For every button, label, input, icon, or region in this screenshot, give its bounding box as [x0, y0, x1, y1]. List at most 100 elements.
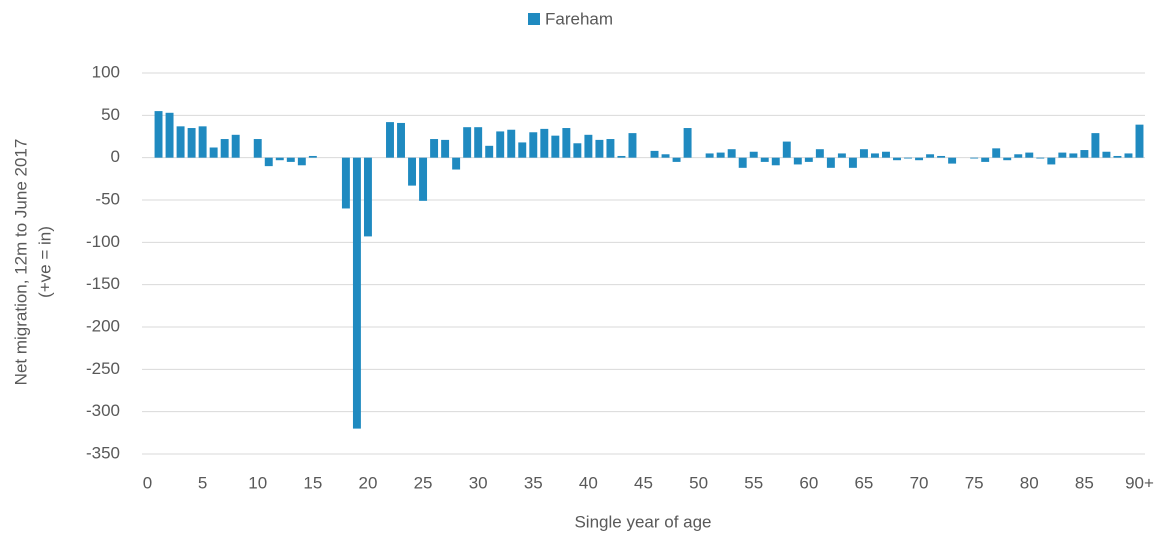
y-tick-label: -150	[86, 274, 120, 293]
x-tick-label: 65	[854, 473, 873, 492]
bar	[1003, 157, 1012, 161]
y-tick-label: -300	[86, 401, 120, 420]
bar	[584, 134, 593, 158]
bar	[727, 149, 736, 158]
bar	[738, 157, 747, 168]
y-tick-label: -200	[86, 316, 120, 335]
bar	[253, 139, 262, 158]
bar	[882, 151, 890, 158]
bar	[463, 127, 472, 158]
bar	[606, 139, 615, 158]
bar	[1080, 150, 1089, 158]
y-tick-label: 0	[111, 147, 120, 166]
bar	[893, 157, 901, 161]
bar	[815, 149, 824, 158]
bar	[352, 157, 361, 429]
bar	[1069, 153, 1078, 158]
bar	[518, 142, 527, 158]
bar	[650, 150, 659, 158]
bar	[1025, 152, 1034, 158]
bar	[176, 126, 185, 158]
bar	[220, 139, 229, 158]
x-tick-label: 75	[965, 473, 984, 492]
bar	[661, 154, 670, 158]
bar	[529, 132, 538, 158]
x-tick-label: 0	[143, 473, 152, 492]
y-axis-label: Net migration, 12m to June 2017	[11, 139, 30, 386]
bar	[286, 157, 295, 162]
bar	[1124, 153, 1133, 158]
bar	[1113, 155, 1122, 158]
bar	[1135, 124, 1144, 158]
bar	[441, 139, 450, 158]
bar	[1036, 157, 1045, 159]
bar	[551, 135, 560, 158]
bar	[771, 157, 780, 166]
bar	[209, 147, 218, 158]
x-tick-label: 70	[910, 473, 929, 492]
x-tick-label: 10	[248, 473, 267, 492]
y-tick-label: 50	[101, 105, 120, 124]
bar	[937, 155, 946, 158]
bar	[782, 141, 791, 158]
bar	[419, 157, 428, 201]
bar	[628, 133, 637, 158]
bar	[1091, 133, 1100, 158]
bar	[749, 151, 758, 158]
bar	[165, 112, 174, 158]
bar	[187, 128, 196, 158]
legend: Fareham	[528, 9, 613, 28]
bar	[683, 128, 692, 158]
x-tick-label: 80	[1020, 473, 1039, 492]
bar	[573, 143, 582, 158]
x-tick-label: 40	[579, 473, 598, 492]
bar	[948, 157, 957, 164]
x-tick-label: 55	[744, 473, 763, 492]
y-tick-label: -350	[86, 443, 120, 462]
bar	[275, 157, 284, 161]
bar	[408, 157, 417, 186]
bar	[1014, 154, 1023, 158]
bar	[837, 153, 846, 158]
legend-label: Fareham	[545, 9, 613, 28]
bar	[672, 157, 681, 162]
bar	[859, 149, 868, 158]
bar	[926, 154, 935, 158]
bar	[1047, 157, 1056, 165]
x-tick-label: 50	[689, 473, 708, 492]
y-tick-label: 100	[92, 62, 120, 81]
bar	[826, 157, 835, 168]
bar	[804, 157, 813, 162]
x-tick-label: 35	[524, 473, 543, 492]
bar	[992, 148, 1001, 158]
bar	[297, 157, 306, 166]
x-tick-label: 20	[358, 473, 377, 492]
bar	[915, 157, 924, 161]
x-tick-label: 15	[303, 473, 322, 492]
bar	[540, 128, 549, 158]
x-tick-label: 5	[198, 473, 207, 492]
bar	[1102, 151, 1111, 158]
x-tick-label: 85	[1075, 473, 1094, 492]
bar	[760, 157, 769, 162]
bar	[970, 157, 979, 159]
y-tick-label: -100	[86, 232, 120, 251]
x-tick-label: 90+	[1125, 473, 1154, 492]
y-tick-label: -250	[86, 359, 120, 378]
bar	[595, 139, 604, 158]
x-tick-label: 60	[799, 473, 818, 492]
bar	[363, 157, 372, 237]
bar	[452, 157, 461, 170]
x-tick-label: 45	[634, 473, 653, 492]
bar	[474, 127, 483, 158]
bar	[341, 157, 350, 209]
bar	[705, 153, 714, 158]
x-tick-label: 25	[414, 473, 433, 492]
bar	[981, 157, 990, 162]
bar	[793, 157, 802, 165]
bar	[870, 153, 879, 158]
bar	[716, 152, 725, 158]
y-axis-label: (+ve = in)	[35, 226, 54, 298]
bar	[198, 126, 207, 158]
